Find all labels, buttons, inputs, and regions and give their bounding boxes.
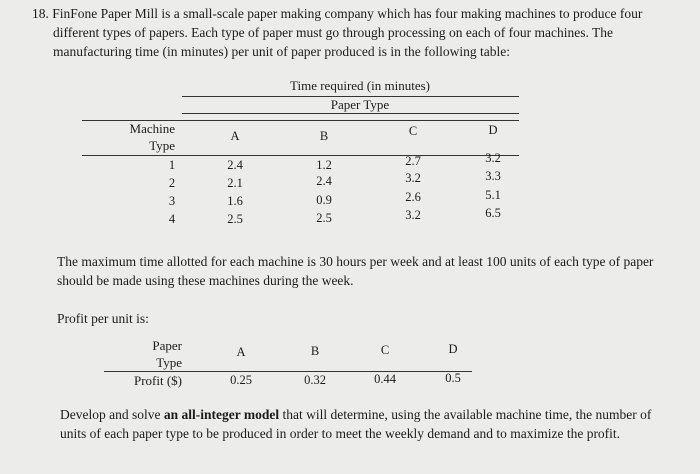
profit-col-a: A xyxy=(236,345,246,359)
instruction-line-2: units of each paper type to be produced … xyxy=(60,426,621,441)
cell-1-b: 1.2 xyxy=(316,158,332,172)
profit-label: Profit per unit is: xyxy=(57,311,149,326)
time-table-title: Time required (in minutes) xyxy=(290,78,430,93)
profit-value-d: 0.5 xyxy=(445,371,461,385)
cell-2-b: 2.4 xyxy=(316,174,332,188)
cell-4-b: 2.5 xyxy=(316,211,332,225)
question-line-2: different types of papers. Each type of … xyxy=(53,25,613,40)
cell-4-a: 2.5 xyxy=(227,212,243,226)
time-table-header-rule xyxy=(82,155,519,156)
cell-3-c: 2.6 xyxy=(405,190,421,204)
constraint-line-2: should be made using these machines duri… xyxy=(57,273,354,288)
machine-2-label: 2 xyxy=(168,176,176,190)
cell-3-d: 5.1 xyxy=(485,188,501,202)
cell-3-a: 1.6 xyxy=(227,194,243,208)
profit-value-a: 0.25 xyxy=(230,373,252,387)
profit-table-rule xyxy=(104,371,472,372)
profit-value-b: 0.32 xyxy=(304,373,326,387)
instruction-emphasis: an all-integer model xyxy=(163,407,280,422)
question-line-1: 18. FinFone Paper Mill is a small-scale … xyxy=(32,6,643,21)
instruction-line-1-pre: Develop and solve xyxy=(60,407,164,422)
instruction-line-1: Develop and solve an all-integer model t… xyxy=(60,405,690,424)
machine-1-label: 1 xyxy=(168,158,176,172)
time-table-subtitle-rule xyxy=(182,113,519,114)
time-table-top-rule xyxy=(82,120,519,121)
paper-header-line-1: Paper xyxy=(152,338,182,353)
profit-value-c: 0.44 xyxy=(374,372,396,386)
cell-4-c: 3.2 xyxy=(405,208,421,222)
cell-2-c: 3.2 xyxy=(405,171,421,185)
constraint-line-1: The maximum time allotted for each machi… xyxy=(57,254,654,269)
cell-1-d: 3.2 xyxy=(485,151,501,165)
constraint-paragraph: The maximum time allotted for each machi… xyxy=(57,252,687,290)
cell-4-d: 6.5 xyxy=(485,206,501,220)
col-header-b: B xyxy=(319,129,329,143)
cell-1-c: 2.7 xyxy=(405,154,421,168)
time-table-subtitle: Paper Type xyxy=(330,97,390,112)
machine-3-label: 3 xyxy=(168,194,176,208)
machine-header-line-1: Machine xyxy=(129,121,175,136)
col-header-c: C xyxy=(408,124,418,138)
cell-1-a: 2.4 xyxy=(227,158,243,172)
instruction-line-1-post: that will determine, using the available… xyxy=(279,407,652,422)
question-line-3: manufacturing time (in minutes) per unit… xyxy=(53,44,511,59)
cell-3-b: 0.9 xyxy=(316,193,332,207)
machine-header-line-2: Type xyxy=(149,138,175,153)
paper-header-line-2: Type xyxy=(156,355,182,370)
profit-col-b: B xyxy=(310,344,320,358)
cell-2-a: 2.1 xyxy=(227,176,243,190)
profit-row-label: Profit ($) xyxy=(133,373,182,388)
profit-col-c: C xyxy=(380,343,390,357)
instruction-paragraph: Develop and solve an all-integer model t… xyxy=(60,405,690,443)
time-table-title-rule xyxy=(182,96,519,97)
col-header-a: A xyxy=(230,129,240,143)
cell-2-d: 3.3 xyxy=(485,169,501,183)
profit-col-d: D xyxy=(448,342,458,356)
question-paragraph: 18. FinFone Paper Mill is a small-scale … xyxy=(32,4,672,61)
col-header-d: D xyxy=(488,123,498,137)
machine-4-label: 4 xyxy=(168,212,176,226)
